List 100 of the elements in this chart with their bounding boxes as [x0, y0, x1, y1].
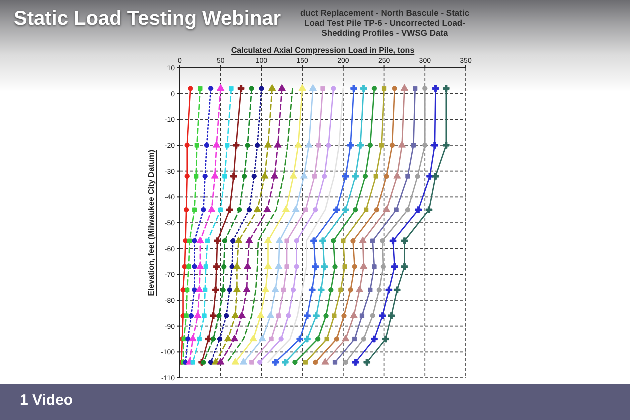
point — [186, 264, 192, 270]
point — [353, 208, 358, 213]
point — [196, 262, 204, 270]
point — [214, 238, 221, 244]
point — [216, 313, 222, 319]
point — [390, 238, 397, 244]
point — [382, 86, 387, 91]
point — [342, 313, 347, 319]
point — [235, 236, 243, 244]
point — [332, 360, 338, 365]
point — [394, 286, 401, 294]
point — [304, 312, 311, 320]
point — [202, 314, 207, 318]
point — [324, 313, 329, 319]
point — [194, 174, 199, 179]
point — [356, 286, 364, 292]
point — [362, 174, 368, 180]
point — [243, 286, 251, 292]
point — [371, 336, 378, 343]
point — [188, 313, 194, 319]
point — [308, 286, 316, 294]
point — [372, 86, 378, 92]
point — [380, 238, 386, 244]
point — [388, 312, 396, 320]
point — [244, 262, 252, 270]
point — [342, 334, 350, 342]
point — [350, 238, 356, 244]
point — [300, 172, 308, 179]
point — [194, 312, 202, 318]
point — [232, 358, 240, 365]
point — [255, 142, 260, 148]
point — [257, 312, 265, 318]
point — [249, 86, 254, 92]
point — [352, 359, 360, 366]
point — [224, 334, 232, 342]
point — [341, 238, 346, 244]
point — [264, 262, 272, 270]
point — [259, 86, 264, 92]
point — [217, 358, 225, 365]
point — [282, 206, 290, 212]
point — [196, 236, 204, 244]
point — [370, 313, 376, 319]
point — [294, 264, 300, 270]
point — [208, 206, 216, 212]
point — [232, 312, 240, 318]
point — [320, 86, 326, 91]
point — [291, 288, 296, 293]
point — [415, 174, 420, 180]
point — [426, 206, 433, 214]
point — [364, 208, 369, 212]
point — [292, 360, 298, 366]
point — [226, 206, 234, 214]
point — [332, 314, 337, 318]
point — [372, 264, 377, 270]
point — [313, 208, 318, 213]
point — [286, 313, 292, 319]
point — [212, 286, 220, 294]
point — [359, 236, 367, 244]
point — [374, 208, 380, 213]
point — [296, 336, 304, 343]
y-axis-title: Elevation, feet (Milwaukee City Datum) — [146, 150, 156, 296]
point — [240, 358, 248, 365]
point — [422, 142, 428, 148]
point — [384, 174, 390, 180]
point — [360, 85, 368, 92]
point — [398, 141, 406, 148]
point — [238, 85, 245, 92]
text: 1 Video — [20, 392, 74, 410]
point — [222, 174, 228, 179]
point — [294, 141, 302, 148]
point — [352, 173, 360, 180]
point — [304, 360, 308, 365]
point — [392, 264, 398, 270]
point — [368, 288, 373, 292]
point — [192, 288, 198, 293]
point — [252, 174, 257, 180]
point — [350, 85, 358, 92]
point — [442, 142, 450, 149]
point — [379, 312, 386, 320]
point — [278, 336, 284, 342]
point — [210, 312, 217, 320]
point — [276, 236, 284, 244]
point — [230, 334, 239, 342]
point — [218, 208, 224, 212]
point — [284, 264, 290, 270]
point — [392, 86, 398, 92]
point — [204, 142, 210, 148]
point — [230, 264, 235, 270]
point — [189, 334, 197, 342]
point — [225, 143, 230, 148]
point — [331, 86, 336, 92]
point — [196, 286, 204, 292]
point — [294, 238, 300, 244]
point — [192, 238, 198, 244]
point — [432, 85, 440, 92]
point — [229, 86, 234, 91]
point — [201, 208, 206, 213]
point — [250, 360, 254, 365]
point — [313, 312, 320, 320]
point — [261, 172, 269, 179]
